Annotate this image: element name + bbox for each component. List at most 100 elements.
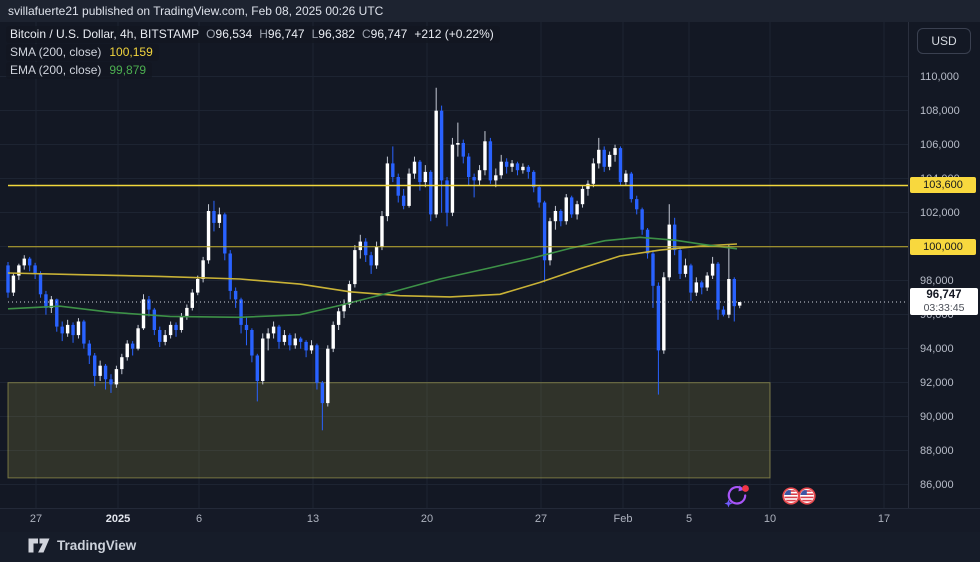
ema-line[interactable] xyxy=(7,236,738,319)
candle-up xyxy=(483,141,487,171)
candle-up xyxy=(206,211,211,261)
candle-up xyxy=(331,324,335,349)
currency-button[interactable]: USD xyxy=(917,28,971,54)
candle-up xyxy=(185,307,189,317)
chart-legend: Bitcoin / U.S. Dollar, 4h, BITSTAMP O96,5… xyxy=(6,26,500,80)
candle-down xyxy=(33,265,37,274)
candle-up xyxy=(190,292,194,308)
candle-down xyxy=(103,365,108,380)
price-axis[interactable]: USD 110,000108,000106,000104,000102,0001… xyxy=(908,22,980,532)
candle-up xyxy=(326,348,330,404)
indicator-row-ema[interactable]: EMA (200, close) 99,879 xyxy=(6,62,153,79)
candle-down xyxy=(250,330,254,356)
candle-down xyxy=(542,202,547,261)
candle-up xyxy=(597,149,601,164)
candle-up xyxy=(282,335,287,342)
candle-down xyxy=(488,141,493,181)
candle-down xyxy=(467,156,471,177)
candle-down xyxy=(645,229,650,254)
symbol-legend-row[interactable]: Bitcoin / U.S. Dollar, 4h, BITSTAMP O96,5… xyxy=(6,26,500,43)
candle-down xyxy=(629,173,633,200)
candle-up xyxy=(358,241,362,251)
time-tick-label: 27 xyxy=(534,513,548,525)
candle-down xyxy=(130,343,135,349)
candle-up xyxy=(201,260,205,279)
candle-down xyxy=(559,211,563,222)
ema-label[interactable]: EMA (200, close) xyxy=(10,63,102,77)
ohlc-letter: H xyxy=(259,27,268,41)
candle-down xyxy=(504,161,509,167)
candle-up xyxy=(580,188,585,205)
watermark-text: svillafuerte21 published on TradingView.… xyxy=(8,4,384,18)
candle-down xyxy=(82,321,86,344)
symbol-title[interactable]: Bitcoin / U.S. Dollar, 4h, BITSTAMP xyxy=(10,27,200,41)
sma-line[interactable] xyxy=(7,243,738,298)
candle-up xyxy=(694,282,699,293)
last-price-label: 96,747 03:33:45 xyxy=(910,288,978,315)
candle-down xyxy=(147,299,151,310)
candle-down xyxy=(255,355,260,381)
candle-up xyxy=(667,224,671,278)
candle-up xyxy=(49,299,54,308)
candle-up xyxy=(521,166,525,171)
time-tick-label: 6 xyxy=(195,513,203,525)
tradingview-brand-text: TradingView xyxy=(57,538,137,553)
candle-down xyxy=(515,163,520,171)
candlestick-chart[interactable] xyxy=(0,22,908,508)
candle-up xyxy=(353,250,357,285)
candle-up xyxy=(65,324,70,334)
candle-up xyxy=(11,275,16,293)
rectangle-drawing[interactable] xyxy=(7,382,771,479)
ohlc-value: 96,747 xyxy=(370,27,408,41)
sma-value: 100,159 xyxy=(109,45,153,59)
candle-up xyxy=(586,183,590,189)
bar-countdown: 03:33:45 xyxy=(923,302,965,314)
price-tick-label: 90,000 xyxy=(920,411,954,423)
tradingview-logo-icon xyxy=(28,538,50,553)
candle-up xyxy=(662,277,666,351)
candle-up xyxy=(271,326,276,334)
us-flag-icon[interactable] xyxy=(782,487,800,505)
change-value: +212 (+0.22%) xyxy=(414,27,494,41)
candle-up xyxy=(336,311,341,325)
candle-down xyxy=(288,335,292,346)
tradingview-brand[interactable]: TradingView xyxy=(28,538,136,553)
candle-down xyxy=(239,299,243,325)
notification-dot xyxy=(742,485,749,492)
us-flag-icon[interactable] xyxy=(798,487,816,505)
time-tick-label: 27 xyxy=(29,513,43,525)
candle-up xyxy=(423,171,428,183)
candle-up xyxy=(261,338,265,381)
last-price-value: 96,747 xyxy=(926,289,962,301)
price-tick-label: 98,000 xyxy=(920,275,954,287)
candle-up xyxy=(575,204,579,215)
candle-down xyxy=(6,265,10,293)
watermark-bar: svillafuerte21 published on TradingView.… xyxy=(0,0,980,22)
candle-down xyxy=(71,324,75,336)
candle-up xyxy=(342,304,346,312)
price-tick-label: 106,000 xyxy=(920,139,960,151)
candle-up xyxy=(380,216,384,247)
candle-down xyxy=(315,345,319,383)
candle-up xyxy=(564,197,568,222)
candle-up xyxy=(266,333,270,339)
candle-down xyxy=(87,343,91,356)
candle-down xyxy=(298,338,303,342)
candle-up xyxy=(456,143,460,145)
candle-up xyxy=(477,170,482,181)
candle-up xyxy=(120,357,124,370)
candle-up xyxy=(163,335,167,342)
indicator-row-sma[interactable]: SMA (200, close) 100,159 xyxy=(6,44,159,61)
time-axis[interactable]: 27 2025 6 13 20 27 Feb 5 10 17 xyxy=(0,508,980,532)
candle-down xyxy=(716,263,720,310)
sma-label[interactable]: SMA (200, close) xyxy=(10,45,102,59)
price-tick-label: 110,000 xyxy=(920,71,959,83)
price-tick-label: 94,000 xyxy=(920,343,954,355)
ohlc-letter: O xyxy=(206,27,216,41)
candle-down xyxy=(678,250,682,274)
economic-event-flags[interactable] xyxy=(782,487,816,505)
candle-down xyxy=(532,171,536,188)
candle-down xyxy=(228,253,232,291)
quick-analysis-icon[interactable] xyxy=(722,481,752,511)
